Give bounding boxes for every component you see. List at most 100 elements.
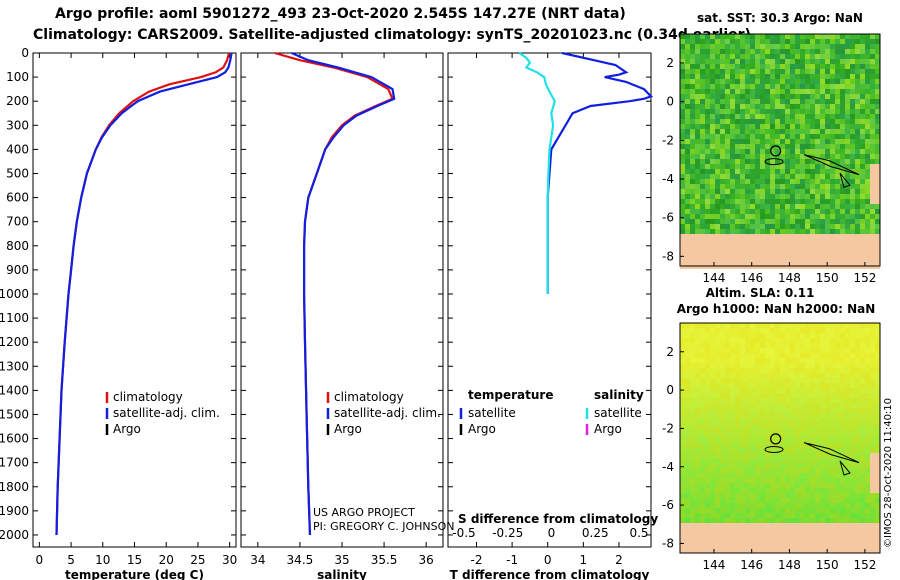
map-cell xyxy=(820,39,825,44)
map-cell xyxy=(795,54,800,59)
map-cell xyxy=(785,229,790,234)
map-cell xyxy=(710,513,715,518)
map-cell xyxy=(795,114,800,119)
map-cell xyxy=(715,59,720,64)
map-cell xyxy=(735,383,740,388)
map-cell xyxy=(830,239,835,244)
map-cell xyxy=(715,498,720,503)
map-cell xyxy=(805,428,810,433)
map-cell xyxy=(760,548,765,553)
map-cell xyxy=(760,99,765,104)
map-cell xyxy=(705,74,710,79)
map-cell xyxy=(785,418,790,423)
map-cell xyxy=(870,358,875,363)
map-cell xyxy=(860,498,865,503)
map-cell xyxy=(830,533,835,538)
map-cell xyxy=(705,418,710,423)
map-cell xyxy=(740,114,745,119)
map-cell xyxy=(710,528,715,533)
map-cell xyxy=(715,418,720,423)
map-cell xyxy=(745,74,750,79)
map-cell xyxy=(830,194,835,199)
map-cell xyxy=(820,109,825,114)
map-cell xyxy=(765,174,770,179)
map-cell xyxy=(720,69,725,74)
map-cell xyxy=(875,99,880,104)
map-cell xyxy=(730,418,735,423)
map-cell xyxy=(760,229,765,234)
map-cell xyxy=(775,528,780,533)
map-cell xyxy=(750,503,755,508)
x-tick-label: 35 xyxy=(334,553,349,567)
map-cell xyxy=(850,378,855,383)
map-cell xyxy=(730,154,735,159)
map-cell xyxy=(790,413,795,418)
map-cell xyxy=(715,393,720,398)
map-cell xyxy=(740,523,745,528)
map-cell xyxy=(770,438,775,443)
map-cell xyxy=(735,134,740,139)
map-cell xyxy=(695,249,700,254)
map-cell xyxy=(750,94,755,99)
map-cell xyxy=(815,458,820,463)
map-cell xyxy=(795,129,800,134)
map-cell xyxy=(720,458,725,463)
map-cell xyxy=(720,533,725,538)
map-cell xyxy=(845,403,850,408)
map-cell xyxy=(825,259,830,264)
map-cell xyxy=(770,44,775,49)
map-cell xyxy=(705,64,710,69)
map-cell xyxy=(835,463,840,468)
map-cell xyxy=(780,239,785,244)
map-cell xyxy=(750,463,755,468)
map-cell xyxy=(755,428,760,433)
map-cell xyxy=(720,129,725,134)
map-cell xyxy=(785,184,790,189)
map-cell xyxy=(825,44,830,49)
map-cell xyxy=(745,363,750,368)
map-cell xyxy=(755,468,760,473)
map-cell xyxy=(785,124,790,129)
map-cell xyxy=(830,458,835,463)
map-cell xyxy=(835,154,840,159)
map-cell xyxy=(870,84,875,89)
map-cell xyxy=(860,54,865,59)
map-cell xyxy=(755,373,760,378)
map-cell xyxy=(855,144,860,149)
map-cell xyxy=(715,513,720,518)
map-cell xyxy=(730,259,735,264)
map-cell xyxy=(745,403,750,408)
map-cell xyxy=(775,548,780,553)
map-cell xyxy=(840,184,845,189)
map-cell xyxy=(845,373,850,378)
map-cell xyxy=(695,348,700,353)
map-cell xyxy=(695,134,700,139)
map-cell xyxy=(840,543,845,548)
map-cell xyxy=(755,44,760,49)
map-cell xyxy=(765,338,770,343)
map-cell xyxy=(790,89,795,94)
map-cell xyxy=(725,189,730,194)
map-cell xyxy=(855,443,860,448)
map-cell xyxy=(845,204,850,209)
map-cell xyxy=(875,114,880,119)
map-cell xyxy=(760,179,765,184)
map-cell xyxy=(700,64,705,69)
map-cell xyxy=(745,54,750,59)
map-cell xyxy=(685,383,690,388)
map-cell xyxy=(795,528,800,533)
map-cell xyxy=(795,548,800,553)
map-cell xyxy=(775,64,780,69)
map-cell xyxy=(860,159,865,164)
map-cell xyxy=(860,39,865,44)
map-cell xyxy=(715,548,720,553)
map-cell xyxy=(780,363,785,368)
map-cell xyxy=(850,209,855,214)
map-cell xyxy=(720,528,725,533)
map-cell xyxy=(725,49,730,54)
map-cell xyxy=(770,64,775,69)
map-cell xyxy=(745,338,750,343)
map-cell xyxy=(850,513,855,518)
map-cell xyxy=(790,124,795,129)
